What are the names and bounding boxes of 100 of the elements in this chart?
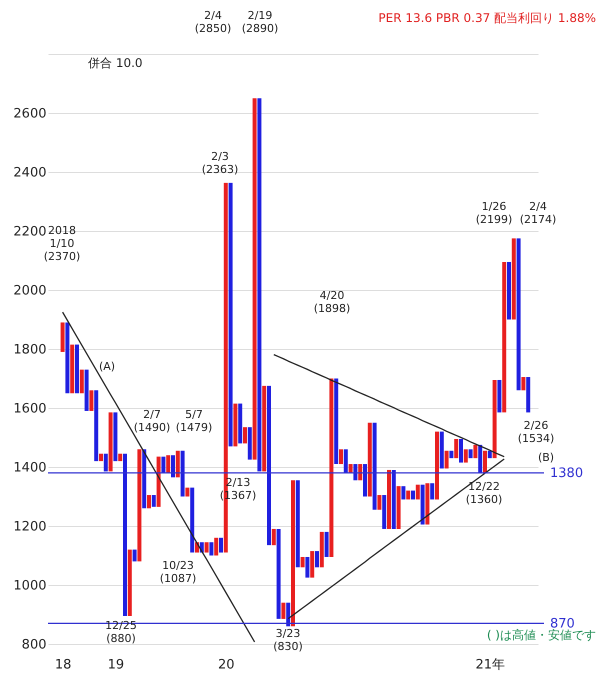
bar <box>329 378 334 557</box>
bar <box>430 483 434 500</box>
y-tick-label: 1000 <box>13 578 46 594</box>
bar <box>296 480 300 568</box>
bar <box>291 480 295 626</box>
bar <box>497 380 502 412</box>
bar <box>233 404 238 446</box>
annotation: 2/7 (1490) <box>134 408 170 434</box>
bar <box>334 378 338 464</box>
y-tick-label: 1400 <box>13 460 46 476</box>
bar <box>478 444 482 473</box>
bar <box>420 484 425 525</box>
bar <box>392 470 396 529</box>
bar <box>492 380 497 458</box>
bar <box>459 438 463 463</box>
bar <box>507 262 511 320</box>
bar <box>84 370 89 411</box>
bar <box>257 98 262 472</box>
bar <box>401 486 406 500</box>
bar <box>209 542 214 556</box>
bar <box>238 404 242 444</box>
annotation: 2/3 (2363) <box>202 150 238 176</box>
bar <box>411 490 415 500</box>
bar <box>113 412 118 462</box>
bar <box>252 98 257 460</box>
bar <box>526 377 530 412</box>
bar <box>147 495 151 508</box>
x-tick-label: 20 <box>218 658 235 672</box>
annotation: 4/20 (1898) <box>314 289 350 315</box>
annotation: 12/22 (1360) <box>466 480 502 506</box>
bar <box>75 344 79 394</box>
annotation: 5/7 (1479) <box>176 408 212 434</box>
text: 2/4 (2850) <box>194 9 232 35</box>
bar <box>123 454 127 616</box>
x-tick-label: 21年 <box>476 658 506 672</box>
bar <box>358 464 362 480</box>
bar <box>368 422 372 496</box>
bar <box>166 455 170 473</box>
y-tick-label: 2200 <box>13 224 46 240</box>
bar <box>339 449 343 464</box>
bar <box>320 532 324 568</box>
bar <box>276 528 281 619</box>
bar <box>228 182 233 446</box>
bar <box>483 450 487 473</box>
bar <box>324 532 329 557</box>
annotation: 2/26 (1534) <box>518 419 554 445</box>
bar <box>142 449 146 508</box>
bar <box>219 538 223 553</box>
bar <box>516 238 521 390</box>
bar <box>272 528 276 546</box>
bar <box>348 464 353 473</box>
bar <box>425 483 430 525</box>
annotation: 10/23 (1087) <box>160 559 196 585</box>
bar <box>248 427 252 460</box>
annotation: 3/23 (830) <box>273 627 303 653</box>
bar <box>382 495 386 529</box>
bar <box>152 495 156 507</box>
bar <box>204 542 209 553</box>
bar <box>214 538 218 556</box>
annotation: 2/4 (2174) <box>520 200 556 226</box>
bar <box>65 322 70 394</box>
bar <box>161 456 166 473</box>
bar <box>60 322 65 352</box>
bar <box>488 450 492 458</box>
bar <box>80 370 84 394</box>
text: (B) <box>538 451 554 464</box>
line-series <box>62 311 256 643</box>
annotation: (A) <box>98 360 116 373</box>
annotation: 1/26 (2199) <box>476 200 512 226</box>
bar <box>435 432 439 500</box>
bar <box>89 390 94 411</box>
bar <box>310 551 314 578</box>
bar <box>156 456 161 507</box>
bar <box>473 444 478 458</box>
y-tick-label: 2600 <box>13 106 46 122</box>
bar <box>454 438 458 458</box>
bar <box>180 450 185 496</box>
y-tick-label: 1200 <box>13 520 46 534</box>
bar <box>94 390 98 462</box>
bar <box>132 550 137 562</box>
bar <box>315 551 319 568</box>
x-tick-label: 18 <box>54 658 72 672</box>
bar <box>444 450 449 468</box>
bar <box>305 556 310 578</box>
bar <box>344 449 348 473</box>
bar <box>104 454 108 472</box>
bar <box>468 449 473 458</box>
bar <box>440 432 444 468</box>
y-tick-label: 800 <box>22 638 46 652</box>
chart-title: PER 13.6 PBR 0.37 配当利回り 1.88% <box>378 11 596 25</box>
bar <box>190 488 194 553</box>
y-tick-label: 2000 <box>13 284 46 298</box>
bar <box>137 449 142 562</box>
bar <box>396 486 401 529</box>
bar <box>99 454 103 462</box>
bar <box>300 556 305 568</box>
bar <box>267 386 271 546</box>
bar <box>502 262 506 412</box>
text: 2/19 (2890) <box>242 9 278 35</box>
bar <box>387 470 391 529</box>
